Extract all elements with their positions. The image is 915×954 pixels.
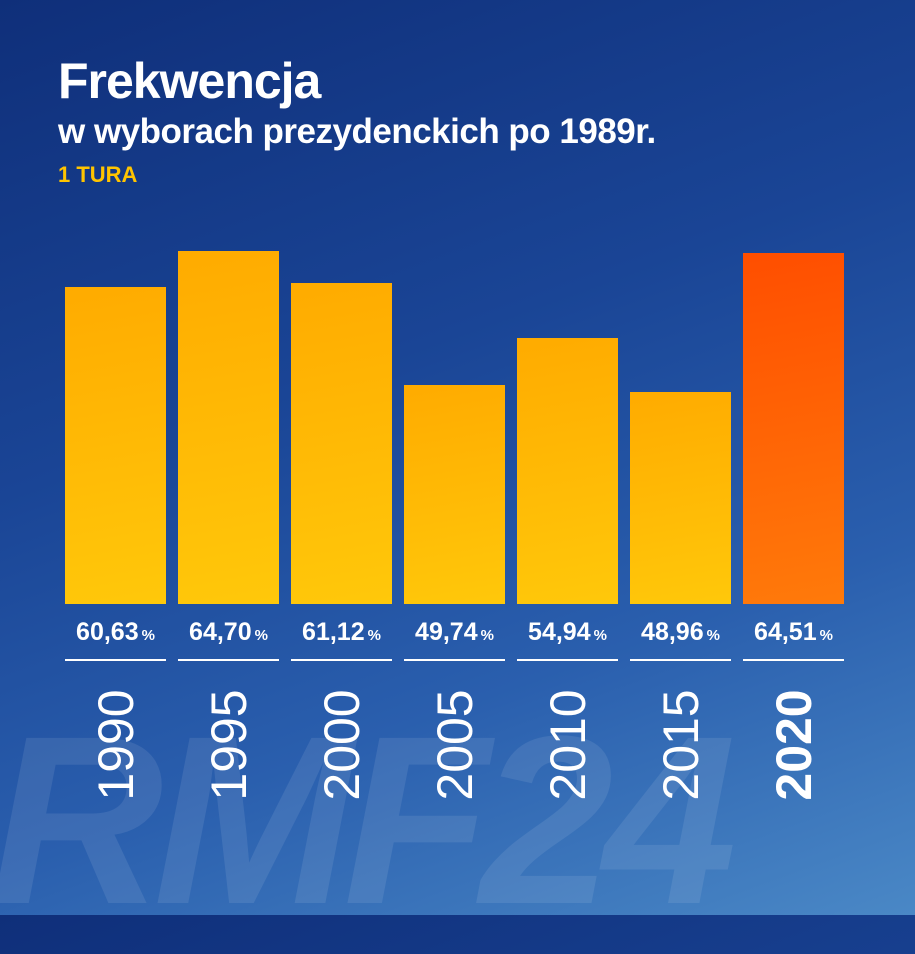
value-number: 54,94	[528, 618, 591, 646]
value-number: 64,51	[754, 618, 817, 646]
percent-sign: %	[706, 627, 720, 644]
value-label-2005: 49,74%	[398, 618, 511, 647]
year-text: 2005	[426, 689, 483, 801]
year-label-1990: 1990	[65, 689, 166, 801]
value-number: 61,12	[302, 618, 365, 646]
value-label-2010: 54,94%	[511, 618, 624, 647]
divider-line	[743, 659, 844, 661]
year-label-2015: 2015	[630, 689, 731, 801]
year-label-2005: 2005	[404, 689, 505, 801]
percent-sign: %	[480, 627, 494, 644]
bar-2015	[630, 392, 731, 604]
year-text: 2010	[539, 689, 596, 801]
value-label-2020: 64,51%	[737, 618, 850, 647]
percent-sign: %	[254, 627, 268, 644]
value-number: 60,63	[76, 618, 139, 646]
percent-sign: %	[141, 627, 155, 644]
percent-sign: %	[819, 627, 833, 644]
value-label-2000: 61,12%	[285, 618, 398, 647]
bar-2010	[517, 338, 618, 604]
year-label-1995: 1995	[178, 689, 279, 801]
divider-line	[517, 659, 618, 661]
value-number: 64,70	[189, 618, 252, 646]
bar-chart: 60,63% 1990 64,70% 1995 61,12% 2000 49,74% 2005…	[59, 250, 850, 801]
year-text: 1995	[200, 689, 257, 801]
year-label-2020: 2020	[743, 689, 844, 801]
year-text: 2015	[652, 689, 709, 801]
value-number: 48,96	[641, 618, 704, 646]
year-label-2000: 2000	[291, 689, 392, 801]
divider-line	[630, 659, 731, 661]
divider-line	[404, 659, 505, 661]
bar-1995	[178, 250, 279, 604]
year-text: 1990	[87, 689, 144, 801]
year-text: 2000	[313, 689, 370, 801]
divider-line	[178, 659, 279, 661]
divider-line	[291, 659, 392, 661]
value-label-2015: 48,96%	[624, 618, 737, 647]
chart-subtitle: w wyborach prezydenckich po 1989r.	[58, 112, 656, 151]
value-number: 49,74	[415, 618, 478, 646]
bar-1990	[65, 287, 166, 604]
chart-title: Frekwencja	[58, 53, 321, 109]
percent-sign: %	[593, 627, 607, 644]
year-label-2010: 2010	[517, 689, 618, 801]
round-label: 1 TURA	[58, 162, 138, 187]
percent-sign: %	[367, 627, 381, 644]
rmf24-watermark-logo: RMF24	[0, 686, 737, 954]
value-label-1990: 60,63%	[59, 618, 172, 647]
divider-line	[65, 659, 166, 661]
year-text: 2020	[765, 689, 822, 801]
bar-2020	[743, 252, 844, 604]
bar-2000	[291, 283, 392, 604]
value-label-1995: 64,70%	[172, 618, 285, 647]
bar-2005	[404, 385, 505, 604]
